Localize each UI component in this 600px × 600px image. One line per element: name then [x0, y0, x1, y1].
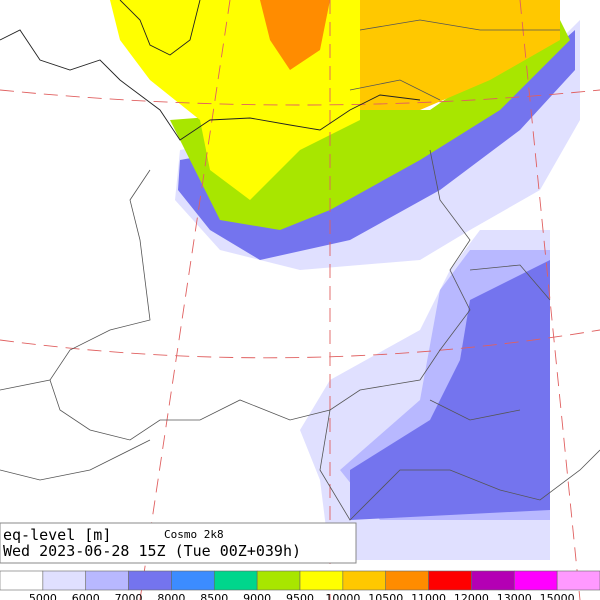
colorbar-label: 8000 [157, 592, 185, 600]
colorbar-label: 8500 [200, 592, 228, 600]
colorbar-label: 6000 [72, 592, 100, 600]
info-box-bg [0, 522, 357, 564]
colorbar-swatch [556, 570, 600, 591]
grid-line [519, 0, 581, 600]
grid-line [0, 89, 600, 106]
border [0, 379, 600, 521]
colorbar-label: 11000 [411, 592, 446, 600]
model-label: Cosmo 2k8 [164, 528, 224, 541]
field-blue [350, 260, 550, 520]
boundaries [0, 0, 600, 521]
colorbar-swatch [299, 570, 344, 591]
colorbar-swatch [513, 570, 558, 591]
border [349, 19, 560, 421]
colorbar-swatch [256, 570, 301, 591]
valid-time: Wed 2023-06-28 15Z (Tue 00Z+039h) [3, 542, 301, 560]
field [110, 0, 580, 560]
colorbar-label: 15000 [540, 592, 575, 600]
border [49, 149, 471, 441]
colorbar-label: 7000 [115, 592, 143, 600]
info-box: eq-level [m] Cosmo 2k8 Wed 2023-06-28 15… [0, 522, 357, 564]
colorbar-swatch [171, 570, 215, 591]
colorbar-label: 10500 [368, 592, 403, 600]
field-orange [360, 0, 560, 110]
colorbar-swatch [0, 570, 44, 591]
colorbar-label: 10000 [325, 592, 360, 600]
coastline [119, 0, 201, 56]
variable-label: eq-level [m] [3, 526, 111, 544]
colorbar-label: 9000 [243, 592, 271, 600]
colorbar-label: 9500 [286, 592, 314, 600]
colorbar-swatch [42, 570, 87, 591]
grid-line [0, 329, 600, 359]
colorbar-swatch [85, 570, 129, 591]
colorbar-label: 12000 [454, 592, 489, 600]
grid-line [139, 0, 231, 600]
colorbar-swatch [428, 570, 472, 591]
field-darkorange [260, 0, 330, 70]
coastline [0, 29, 421, 141]
colorbar-swatch [385, 570, 429, 591]
colorbar-swatch [471, 570, 515, 591]
colorbar-label: 5000 [29, 592, 57, 600]
colorbar: 5000 6000 7000 8000 8500 9000 9500 10000 10500 11… [0, 570, 600, 600]
colorbar-swatch [342, 570, 387, 591]
colorbar-label: 13000 [497, 592, 532, 600]
colorbar-swatch [128, 570, 172, 591]
colorbar-swatch [213, 570, 258, 591]
